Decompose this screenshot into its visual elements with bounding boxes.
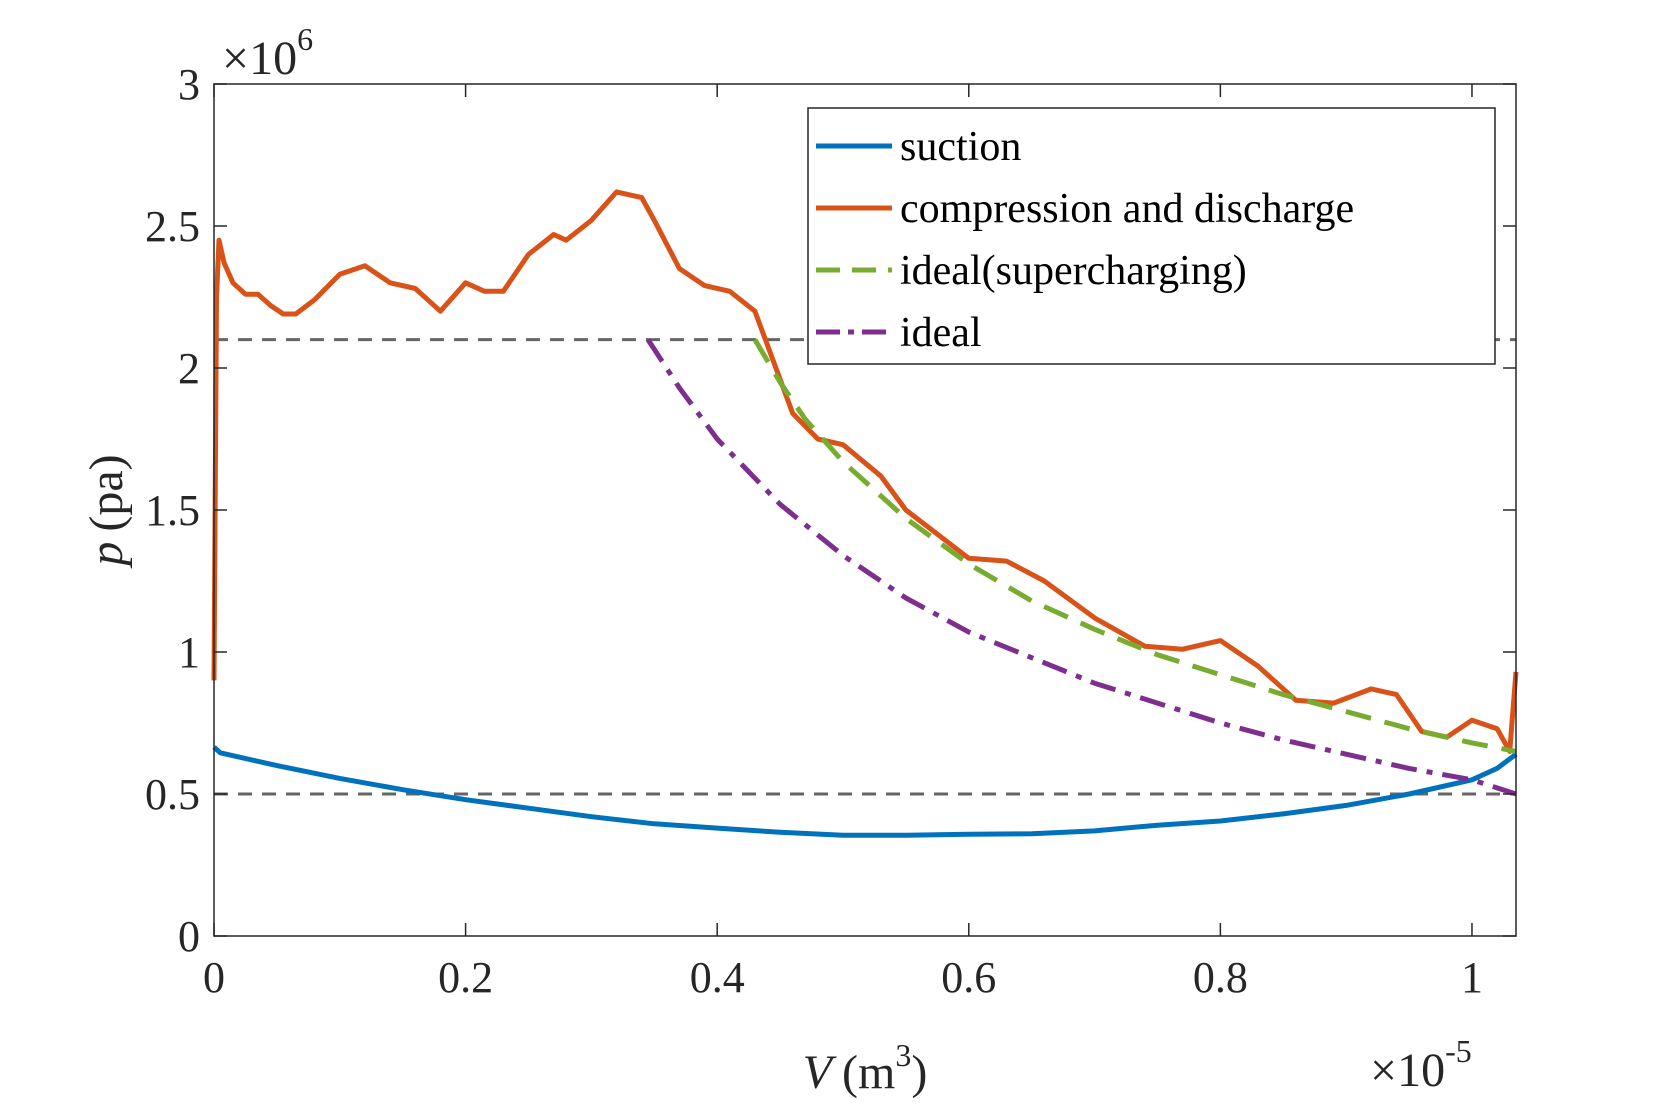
y-tick-label: 1.5 — [145, 486, 200, 535]
x-multiplier: ×10-5 — [1370, 1033, 1472, 1097]
x-tick-label: 0.8 — [1193, 953, 1248, 1002]
x-axis-label: V (m3) — [803, 1037, 928, 1099]
y-tick-label: 2.5 — [145, 202, 200, 251]
x-tick-label: 0.6 — [941, 953, 996, 1002]
y-multiplier: ×106 — [222, 21, 313, 85]
x-tick-label: 0 — [203, 953, 225, 1002]
legend-label-2: ideal(supercharging) — [900, 248, 1247, 294]
legend-box — [807, 107, 1496, 365]
series-line-ideal — [645, 338, 1517, 797]
x-tick-label: 0.4 — [690, 953, 745, 1002]
y-tick-label: 3 — [178, 60, 200, 109]
series-layer — [211, 189, 1519, 838]
x-tick-label: 1 — [1461, 953, 1483, 1002]
y-tick-label: 1 — [178, 628, 200, 677]
series-line-suction — [212, 745, 1518, 838]
legend-label-1: compression and discharge — [900, 186, 1354, 232]
legend-label-0: suction — [900, 124, 1021, 170]
y-axis-label: p(pa) — [80, 454, 133, 568]
y-tick-label: 0.5 — [145, 770, 200, 819]
legend-label-3: ideal — [900, 310, 982, 356]
legend: suction compression and discharge ideal(su… — [807, 107, 1496, 365]
y-tick-label: 0 — [178, 912, 200, 961]
y-tick-label: 2 — [178, 344, 200, 393]
ticks — [213, 83, 1516, 937]
tick-labels: 0 0.2 0.4 0.6 0.8 1 0 0.5 1 1.5 2 2.5 3 — [145, 60, 1483, 1002]
x-tick-label: 0.2 — [438, 953, 493, 1002]
series-line-ideal-supercharging- — [752, 338, 1517, 754]
series-line-compression-and-discharge — [211, 189, 1519, 754]
